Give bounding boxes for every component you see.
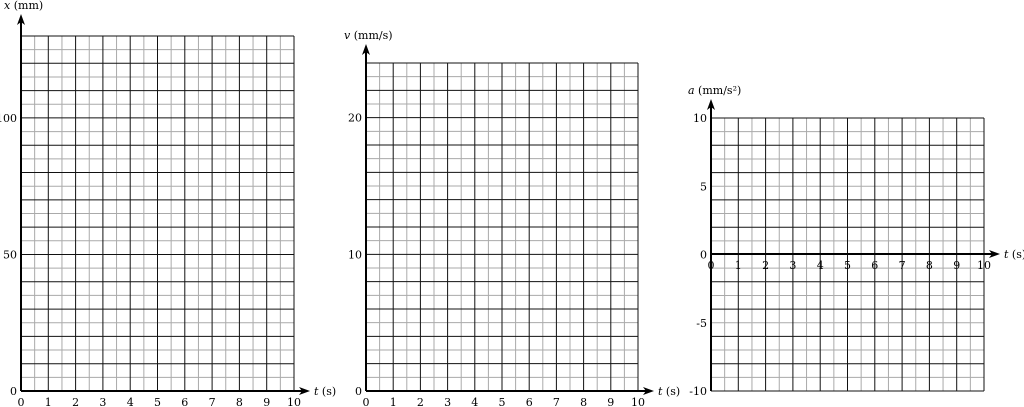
y-axis-arrow-icon (362, 44, 370, 55)
y-tick-label: 5 (700, 180, 707, 193)
y-axis-arrow-icon (17, 14, 25, 25)
y-tick-label: 10 (348, 248, 362, 261)
x-tick-label: 4 (817, 259, 824, 272)
x-tick-label: 10 (631, 396, 645, 407)
x-axis-arrow-icon (643, 387, 654, 395)
x-tick-label: 7 (553, 396, 560, 407)
x-tick-label: 2 (72, 396, 79, 407)
x-tick-label: 1 (735, 259, 742, 272)
x-tick-label: 9 (607, 396, 614, 407)
chart-3: 0 1 2 3 4 5 6 7 8 9 10 -10 -5 0 5 10 a (mm/s²) t (s) (688, 84, 1024, 398)
x-tick-label: 8 (926, 259, 933, 272)
y-tick-label: 20 (348, 112, 362, 125)
x-axis-arrow-icon (299, 387, 310, 395)
x-tick-label: 0 (18, 396, 25, 407)
y-tick-label: 0 (355, 385, 362, 398)
x-tick-label: 2 (762, 259, 769, 272)
y-tick-label: 50 (3, 248, 17, 261)
y-axis-arrow-icon (707, 99, 715, 110)
x-axis-arrow-icon (989, 250, 1000, 258)
x-tick-label: 6 (526, 396, 533, 407)
x-tick-label: 5 (154, 396, 161, 407)
x-tick-label: 1 (390, 396, 397, 407)
x-tick-label: 5 (499, 396, 506, 407)
x-tick-label: 6 (181, 396, 188, 407)
x-axis-label: t (s) (314, 385, 336, 398)
chart-2: 0 1 2 3 4 5 6 7 8 9 10 0 10 20 v (mm/s) t (s) (344, 29, 680, 407)
x-axis-label: t (s) (658, 385, 680, 398)
chart-1: 012345678910050100x (mm)t (s) (0, 0, 336, 407)
y-tick-label: 0 (10, 385, 17, 398)
x-tick-label: 10 (977, 259, 991, 272)
x-tick-label: 9 (263, 396, 270, 407)
y-tick-label: 0 (700, 249, 707, 262)
x-tick-label: 4 (127, 396, 134, 407)
x-tick-label: 8 (580, 396, 587, 407)
x-tick-label: 6 (871, 259, 878, 272)
y-tick-label: 10 (693, 112, 707, 125)
y-axis-label: v (mm/s) (344, 29, 393, 42)
x-tick-label: 9 (953, 259, 960, 272)
y-axis-label: x (mm) (4, 0, 43, 12)
y-tick-label: -10 (689, 385, 707, 398)
x-tick-label: 5 (844, 259, 851, 272)
x-tick-label: 7 (899, 259, 906, 272)
x-tick-label: 1 (45, 396, 52, 407)
y-tick-label: 100 (0, 112, 17, 125)
y-tick-label: -5 (696, 317, 707, 330)
y-axis-label: a (mm/s²) (688, 84, 741, 97)
x-tick-label: 8 (236, 396, 243, 407)
x-tick-label: 3 (99, 396, 106, 407)
x-tick-label: 0 (708, 259, 715, 272)
x-tick-label: 4 (471, 396, 478, 407)
x-axis-label: t (s) (1004, 248, 1024, 261)
x-tick-label: 3 (789, 259, 796, 272)
x-tick-label: 3 (444, 396, 451, 407)
x-tick-label: 7 (209, 396, 216, 407)
x-tick-label: 0 (363, 396, 370, 407)
x-tick-label: 10 (287, 396, 301, 407)
x-tick-label: 2 (417, 396, 424, 407)
